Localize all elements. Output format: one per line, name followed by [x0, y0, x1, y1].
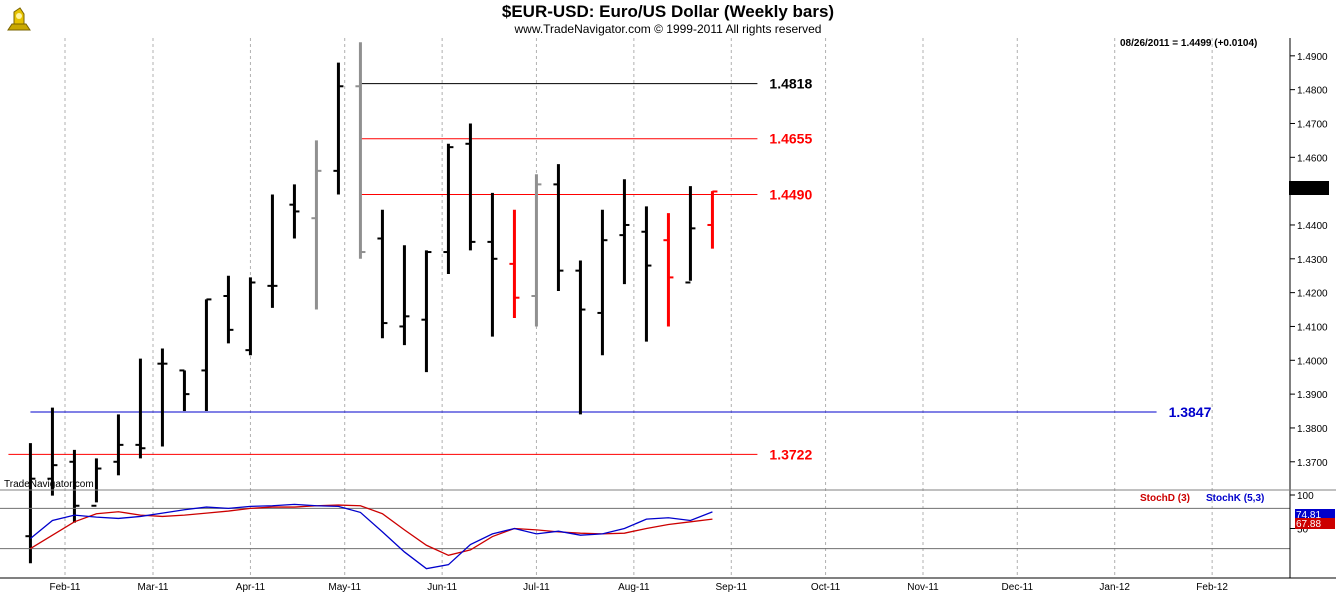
ohlc-bar — [465, 123, 476, 251]
ohlc-bar — [157, 348, 168, 447]
stoch-k-legend: StochK (5,3) — [1206, 493, 1264, 504]
ohlc-bar — [113, 414, 124, 476]
price-level-label: 1.4655 — [769, 131, 812, 147]
ohlc-bar — [135, 358, 146, 459]
x-tick-label: Sep-11 — [716, 582, 748, 593]
y-tick-label: 1.4400 — [1297, 221, 1328, 232]
y-tick-label: 1.4900 — [1297, 52, 1328, 63]
y-tick-label: 1.3700 — [1297, 458, 1328, 469]
ohlc-bar — [663, 213, 674, 327]
x-tick-label: Jun-11 — [427, 582, 457, 593]
y-tick-label: 1.4600 — [1297, 153, 1328, 164]
price-level-label: 1.4490 — [769, 187, 812, 203]
ohlc-bar — [641, 206, 652, 342]
ohlc-bar — [487, 192, 498, 337]
y-tick-label: 1.3900 — [1297, 390, 1328, 401]
stoch-d-legend: StochD (3) — [1140, 493, 1190, 504]
stoch-tick-label: 100 — [1297, 491, 1314, 502]
ohlc-bar — [553, 164, 564, 291]
x-tick-label: Jan-12 — [1099, 582, 1130, 593]
last-price-label: 1.4499 — [1292, 184, 1323, 195]
y-tick-label: 1.4800 — [1297, 86, 1328, 97]
x-tick-label: May-11 — [328, 582, 361, 593]
ohlc-bar — [597, 209, 608, 356]
ohlc-bar — [245, 277, 256, 356]
x-tick-label: Mar-11 — [138, 582, 169, 593]
ohlc-bar — [333, 62, 344, 195]
last-price-marker — [1289, 181, 1329, 195]
ohlc-bar — [707, 190, 718, 249]
stoch-k-marker — [1295, 509, 1335, 520]
x-tick-label: Oct-11 — [811, 582, 841, 593]
y-tick-label: 1.3800 — [1297, 424, 1328, 435]
ohlc-bar — [47, 407, 58, 496]
stoch-k-value: 74.81 — [1296, 510, 1321, 521]
ohlc-bar — [311, 140, 322, 310]
time-axis: Feb-11 Mar-11 Apr-11 May-11 Jun-11 Jul-11 Aug-… — [50, 582, 1229, 593]
stoch-d-value: 67.88 — [1296, 519, 1321, 530]
stoch-tick-label: 50 — [1297, 525, 1309, 536]
ohlc-bar — [201, 298, 212, 412]
chart-subtitle: www.TradeNavigator.com © 1999-2011 All r… — [514, 22, 822, 36]
ohlc-bar — [223, 275, 234, 344]
price-level-label: 1.4818 — [769, 76, 812, 92]
y-tick-label: 1.4200 — [1297, 289, 1328, 300]
price-bars — [25, 42, 718, 564]
x-tick-label: Nov-11 — [907, 582, 939, 593]
x-tick-label: Apr-11 — [236, 582, 266, 593]
ohlc-bar — [421, 250, 432, 373]
ohlc-bar — [289, 184, 300, 239]
ohlc-bar — [69, 449, 80, 523]
last-quote: 08/26/2011 = 1.4499 (+0.0104) — [1120, 38, 1257, 49]
y-tick-label: 1.4100 — [1297, 322, 1328, 333]
ohlc-bar — [619, 179, 630, 285]
watermark: TradeNavigator.com — [4, 479, 94, 490]
ohlc-bar — [91, 458, 102, 507]
price-level-label: 1.3847 — [1169, 404, 1212, 420]
ohlc-bar — [399, 245, 410, 346]
ohlc-bar — [25, 443, 36, 564]
price-level-label: 1.3722 — [769, 446, 812, 462]
x-tick-label: Dec-11 — [1002, 582, 1034, 593]
stoch-d-marker — [1295, 518, 1335, 529]
price-axis: 1.3700 1.3800 1.3900 1.4000 1.4100 1.4200 1.43… — [1290, 52, 1328, 469]
ohlc-bar — [179, 369, 190, 412]
y-tick-label: 1.4300 — [1297, 255, 1328, 266]
ohlc-bar — [575, 260, 586, 415]
ohlc-bar — [355, 42, 366, 259]
x-tick-label: Feb-12 — [1196, 582, 1228, 593]
stoch-series-line — [30, 503, 713, 570]
x-tick-label: Jul-11 — [523, 582, 550, 593]
x-tick-label: Aug-11 — [618, 582, 650, 593]
chart-header: $EUR-USD: Euro/US Dollar (Weekly bars) w… — [0, 0, 1336, 40]
x-tick-label: Feb-11 — [50, 582, 81, 593]
ohlc-bar — [377, 209, 388, 339]
trade-navigator-logo — [4, 4, 34, 34]
ohlc-bar — [267, 194, 278, 308]
y-tick-label: 1.4000 — [1297, 356, 1328, 367]
ohlc-bar — [443, 143, 454, 275]
ohlc-bar — [509, 209, 520, 319]
chart-title: $EUR-USD: Euro/US Dollar (Weekly bars) — [501, 2, 835, 21]
ohlc-bar — [685, 186, 696, 284]
ohlc-bar — [531, 174, 542, 327]
y-tick-label: 1.4700 — [1297, 119, 1328, 130]
stochastic-panel: 100 50 — [0, 491, 1314, 570]
